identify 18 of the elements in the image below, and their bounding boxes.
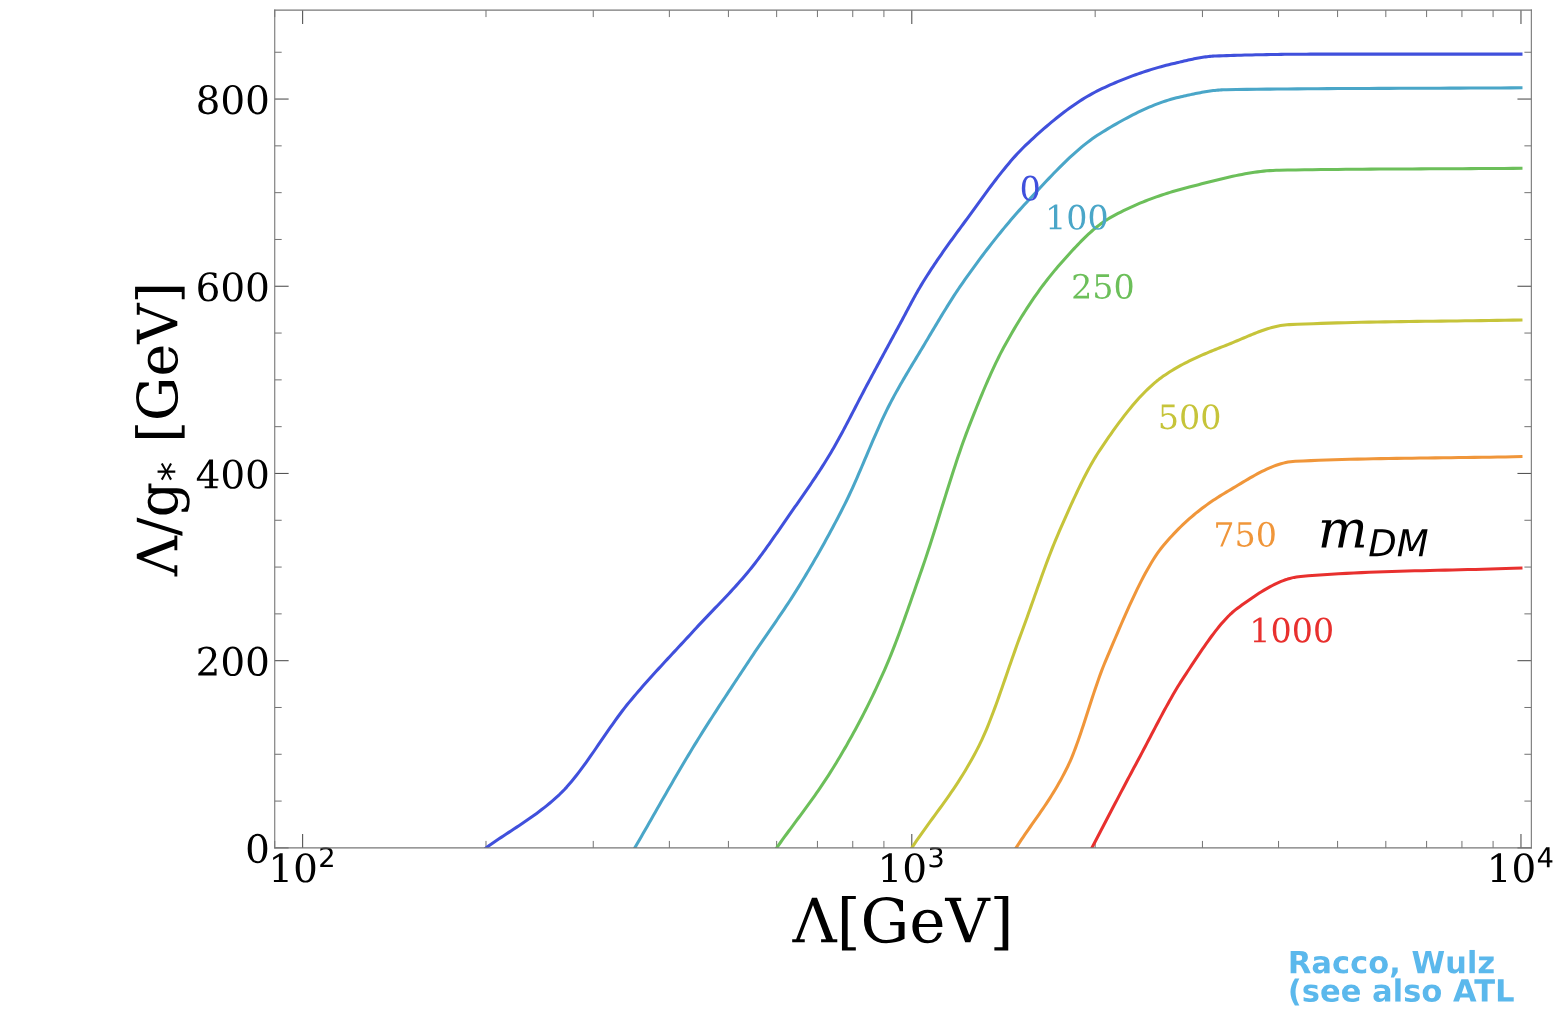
series-label: 500 bbox=[1160, 404, 1220, 430]
x-tick-label: 10$^{3}$ bbox=[882, 846, 943, 883]
y-tick-label: 800 bbox=[198, 84, 268, 115]
y-tick-label: 400 bbox=[196, 459, 268, 489]
series-label: 0 bbox=[1021, 175, 1039, 201]
y-tick-label: 0 bbox=[247, 833, 268, 864]
y-tick-label: 200 bbox=[198, 646, 268, 676]
x-axis-title: Λ[GeV] bbox=[792, 895, 1009, 951]
y-tick-label: 600 bbox=[198, 272, 268, 302]
series-label: 100 bbox=[1049, 204, 1107, 230]
x-tick-label: 10$^{2}$ bbox=[273, 846, 333, 883]
x-tick-label: 10$^{4}$ bbox=[1491, 847, 1553, 883]
series-label: 750 bbox=[1216, 521, 1275, 547]
y-axis-title: Λ/g$_{*}$ [GeV] bbox=[135, 286, 190, 577]
text: Racco, Wulz (see also ATL bbox=[1290, 949, 1514, 1006]
series-label: 1000 bbox=[1253, 617, 1332, 643]
series-label: 250 bbox=[1073, 273, 1133, 299]
legend-title: m$_{DM}$ bbox=[1321, 519, 1428, 557]
